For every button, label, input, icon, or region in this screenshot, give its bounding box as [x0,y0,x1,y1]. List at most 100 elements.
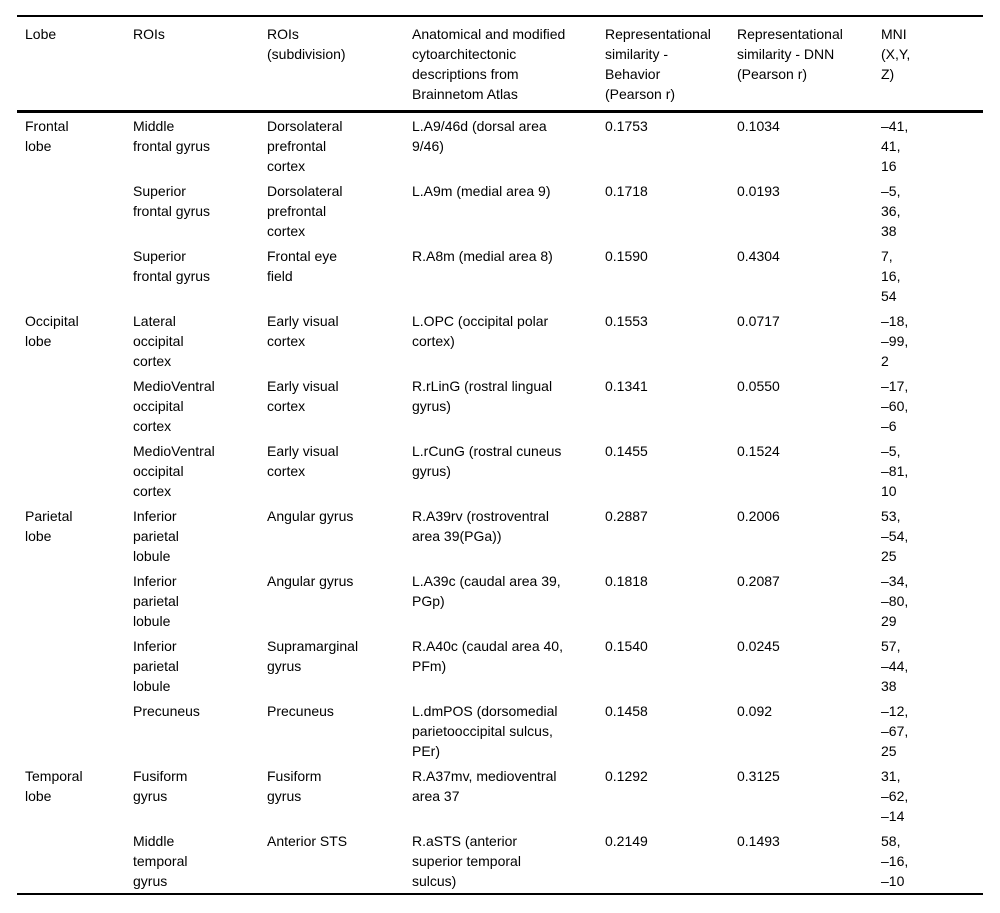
cell-anatomical-description: R.A37mv, medioventral area 37 [412,768,557,804]
cell-rois: Inferior parietal lobule [133,638,179,694]
cell-mni: 53, –54, 25 [881,508,909,564]
cell-rep-sim-behavior: 0.1341 [605,378,648,394]
cell-rep-sim-dnn: 0.1034 [737,118,780,134]
cell-rois-subdivision: Supramarginal gyrus [267,638,359,674]
cell-lobe: Frontal lobe [25,118,69,154]
cell-lobe [17,633,133,698]
cell-rois-subdivision: Precuneus [267,703,334,719]
cell-mni: –5, 36, 38 [881,183,901,239]
column-header-rois: ROIs [133,26,165,42]
table-row: Precuneus Precuneus L.dmPOS (dorsomedial p… [17,698,983,763]
table-header: Lobe ROIs ROIs (subdivision) Anatomical and… [17,16,983,112]
cell-rois-subdivision: Early visual cortex [267,443,339,479]
cell-mni: –5, –81, 10 [881,443,909,499]
cell-rep-sim-behavior: 0.1455 [605,443,648,459]
cell-mni: 31, –62, –14 [881,768,909,824]
cell-rep-sim-behavior: 0.1718 [605,183,648,199]
cell-anatomical-description: R.A8m (medial area 8) [412,248,553,264]
table-row: Frontal lobe Middle frontal gyrus Dorsolat… [17,112,983,179]
cell-lobe [17,438,133,503]
cell-mni: –41, 41, 16 [881,118,909,174]
table-row: Superior frontal gyrus Frontal eye field R… [17,243,983,308]
cell-rois-subdivision: Dorsolateral prefrontal cortex [267,183,343,239]
cell-lobe [17,373,133,438]
column-header-rois-subdivision: ROIs (subdivision) [267,26,346,62]
cell-mni: 57, –44, 38 [881,638,909,694]
cell-anatomical-description: L.dmPOS (dorsomedial parietooccipital su… [412,703,558,759]
cell-mni: –12, –67, 25 [881,703,909,759]
table-row: MedioVentral occipital cortex Early visua… [17,438,983,503]
cell-rois: Superior frontal gyrus [133,248,211,284]
cell-anatomical-description: L.rCunG (rostral cuneus gyrus) [412,443,562,479]
cell-rois-subdivision: Frontal eye field [267,248,338,284]
cell-rep-sim-dnn: 0.0245 [737,638,780,654]
cell-rep-sim-dnn: 0.1524 [737,443,780,459]
cell-rep-sim-behavior: 0.1540 [605,638,648,654]
column-header-anatomical-description: Anatomical and modified cytoarchitectoni… [412,26,566,102]
table-row: Parietal lobe Inferior parietal lobule Ang… [17,503,983,568]
cell-mni: 58, –16, –10 [881,833,909,889]
column-header-rep-sim-dnn: Representational similarity - DNN (Pears… [737,26,843,82]
cell-mni: –18, –99, 2 [881,313,909,369]
cell-rois: Middle frontal gyrus [133,118,211,154]
table-row: Occipital lobe Lateral occipital cortex Ea… [17,308,983,373]
cell-rois-subdivision: Early visual cortex [267,378,339,414]
table-row: Superior frontal gyrus Dorsolateral prefr… [17,178,983,243]
cell-rep-sim-behavior: 0.1553 [605,313,648,329]
table-body: Frontal lobe Middle frontal gyrus Dorsolat… [17,112,983,895]
cell-mni: –34, –80, 29 [881,573,909,629]
table-row: Inferior parietal lobule Supramarginal gy… [17,633,983,698]
cell-rois-subdivision: Angular gyrus [267,508,354,524]
cell-anatomical-description: L.A9m (medial area 9) [412,183,551,199]
cell-rep-sim-behavior: 0.1590 [605,248,648,264]
table-row: Temporal lobe Fusiform gyrus Fusiform gyru… [17,763,983,828]
cell-rois: Superior frontal gyrus [133,183,211,219]
cell-anatomical-description: L.OPC (occipital polar cortex) [412,313,549,349]
cell-rois: MedioVentral occipital cortex [133,443,215,499]
cell-rois: Precuneus [133,703,200,719]
cell-lobe: Temporal lobe [25,768,83,804]
cell-rep-sim-behavior: 0.2149 [605,833,648,849]
cell-anatomical-description: L.A9/46d (dorsal area 9/46) [412,118,547,154]
cell-rois-subdivision: Anterior STS [267,833,348,849]
cell-lobe [17,828,133,894]
cell-rois: Fusiform gyrus [133,768,188,804]
cell-rep-sim-dnn: 0.2087 [737,573,780,589]
cell-lobe [17,698,133,763]
column-header-rep-sim-behavior: Representational similarity - Behavior (… [605,26,711,102]
table-row: Middle temporal gyrus Anterior STS R.aSTS … [17,828,983,894]
roi-similarity-table: Lobe ROIs ROIs (subdivision) Anatomical and… [17,15,983,895]
cell-rois: Inferior parietal lobule [133,573,179,629]
cell-rois: Lateral occipital cortex [133,313,184,369]
cell-rep-sim-behavior: 0.1818 [605,573,648,589]
cell-rois-subdivision: Dorsolateral prefrontal cortex [267,118,343,174]
cell-anatomical-description: L.A39c (caudal area 39, PGp) [412,573,561,609]
cell-rep-sim-behavior: 0.1753 [605,118,648,134]
column-header-mni: MNI (X,Y, Z) [881,26,911,82]
cell-lobe: Occipital lobe [25,313,79,349]
cell-rep-sim-dnn: 0.0550 [737,378,780,394]
cell-rois: Middle temporal gyrus [133,833,188,889]
cell-rois: Inferior parietal lobule [133,508,179,564]
cell-lobe [17,568,133,633]
cell-anatomical-description: R.A39rv (rostroventral area 39(PGa)) [412,508,549,544]
table-row: MedioVentral occipital cortex Early visua… [17,373,983,438]
cell-rep-sim-dnn: 0.3125 [737,768,780,784]
table-header-row: Lobe ROIs ROIs (subdivision) Anatomical and… [17,16,983,112]
cell-rois-subdivision: Angular gyrus [267,573,354,589]
table-row: Inferior parietal lobule Angular gyrus L.A… [17,568,983,633]
cell-mni: –17, –60, –6 [881,378,909,434]
cell-rois: MedioVentral occipital cortex [133,378,215,434]
cell-lobe: Parietal lobe [25,508,73,544]
cell-rep-sim-behavior: 0.1458 [605,703,648,719]
cell-rep-sim-behavior: 0.1292 [605,768,648,784]
cell-lobe [17,178,133,243]
cell-rep-sim-dnn: 0.0717 [737,313,780,329]
cell-rep-sim-dnn: 0.0193 [737,183,780,199]
cell-rep-sim-dnn: 0.2006 [737,508,780,524]
cell-rep-sim-dnn: 0.4304 [737,248,780,264]
cell-rep-sim-dnn: 0.092 [737,703,773,719]
column-header-lobe: Lobe [25,26,57,42]
cell-rois-subdivision: Early visual cortex [267,313,339,349]
